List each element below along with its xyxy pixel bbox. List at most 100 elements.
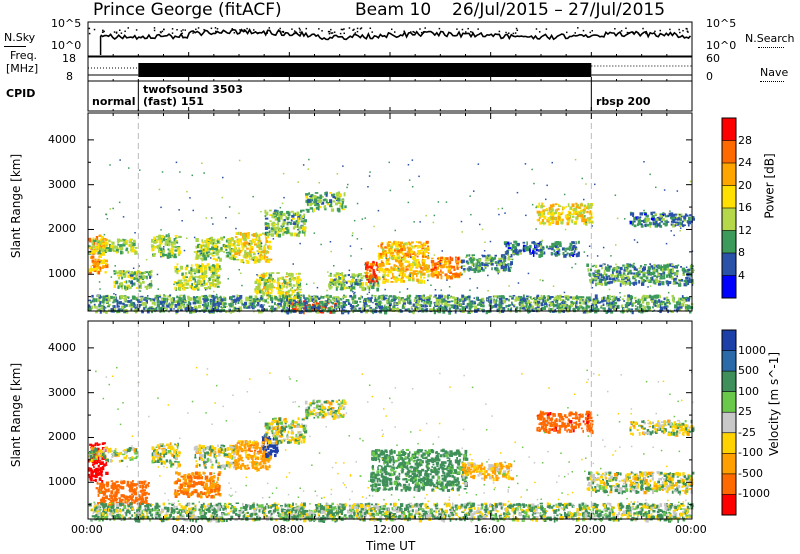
power-cell: [342, 302, 345, 305]
power-cell: [150, 244, 154, 248]
power-cell: [642, 273, 645, 276]
power-cell: [192, 277, 195, 281]
power-cell: [414, 303, 418, 307]
power-cell: [670, 212, 674, 215]
power-cell: [262, 282, 265, 286]
power-cell: [412, 270, 416, 273]
power-cell: [177, 308, 179, 311]
power-cell: [429, 298, 431, 301]
power-cell: [314, 198, 317, 202]
power-cell: [406, 295, 409, 300]
power-cell: [145, 304, 147, 309]
power-cell: [255, 256, 258, 260]
power-cell: [608, 277, 612, 281]
nsearch-point: [298, 27, 301, 30]
power-cell: [162, 253, 165, 257]
power-cell: [440, 261, 443, 263]
power-cell: [469, 258, 473, 263]
power-cell: [219, 309, 224, 312]
power-cell: [449, 260, 452, 265]
nsearch-point: [281, 30, 284, 33]
power-cell: [220, 236, 223, 240]
power-cell: [452, 273, 456, 277]
power-cell: [550, 208, 554, 212]
power-cell: [296, 211, 300, 215]
power-cell: [101, 254, 106, 256]
power-cell: [311, 194, 314, 197]
power-cell: [461, 297, 464, 301]
power-cell: [292, 217, 295, 220]
power-cell: [592, 306, 595, 309]
power-cell: [435, 300, 439, 304]
power-cell: [309, 199, 313, 203]
power-cell: [441, 302, 443, 305]
power-cell: [280, 299, 283, 304]
power-cell: [412, 277, 415, 280]
power-cell: [314, 302, 317, 305]
power-cell: [529, 301, 533, 304]
power-cell: [264, 222, 268, 226]
power-cell: [451, 297, 455, 299]
power-cell: [184, 307, 188, 311]
power-cell: [324, 192, 327, 196]
power-cell: [418, 298, 423, 301]
power-cell: [633, 272, 636, 275]
power-noise-cell: [473, 190, 475, 192]
power-cell: [423, 280, 425, 284]
power-cell: [161, 304, 165, 307]
power-cell: [454, 308, 457, 312]
power-cell: [601, 297, 603, 300]
power-cell: [288, 283, 291, 286]
power-cell: [564, 305, 569, 310]
power-cell: [607, 268, 611, 272]
power-cell: [258, 235, 261, 239]
power-cell: [189, 272, 193, 275]
power-cell: [656, 304, 660, 308]
power-cell: [190, 267, 193, 272]
power-cell: [165, 234, 168, 238]
power-cell: [271, 278, 274, 282]
power-cell: [98, 304, 102, 307]
power-cell: [361, 295, 363, 299]
power-cell: [581, 296, 585, 299]
power-cell: [416, 296, 419, 300]
power-cell: [96, 262, 100, 266]
power-cell: [485, 310, 488, 315]
power-cell: [337, 302, 341, 306]
nsearch-point: [614, 28, 616, 30]
nsearch-point: [160, 31, 162, 34]
power-cell: [426, 297, 428, 300]
power-cell: [91, 300, 94, 303]
power-cell: [374, 299, 376, 302]
power-cell: [279, 211, 282, 214]
power-cell: [635, 216, 637, 219]
power-cell: [560, 218, 563, 222]
power-cell: [663, 268, 667, 271]
power-cell: [124, 296, 128, 299]
power-cell: [122, 238, 125, 241]
power-cell: [659, 307, 664, 311]
power-cell: [461, 259, 464, 264]
power-cell: [264, 299, 267, 303]
power-cell: [378, 295, 382, 299]
power-cell: [153, 301, 156, 306]
power-cell: [167, 295, 171, 298]
power-cell: [619, 280, 623, 283]
power-noise-cell: [576, 304, 578, 307]
power-cell: [621, 277, 624, 281]
power-cell: [374, 283, 377, 287]
power-cell: [288, 299, 293, 302]
power-cell: [412, 261, 416, 265]
power-cell: [276, 223, 279, 226]
power-cell: [583, 301, 587, 305]
power-cell: [202, 272, 206, 276]
power-cell: [123, 274, 127, 278]
power-cell: [589, 210, 592, 214]
power-cell: [496, 303, 499, 306]
power-cell: [324, 304, 327, 307]
power-cell: [322, 296, 325, 299]
power-cell: [686, 306, 690, 310]
power-cell: [313, 295, 317, 299]
nsearch-point: [438, 27, 441, 30]
power-cell: [340, 283, 344, 287]
